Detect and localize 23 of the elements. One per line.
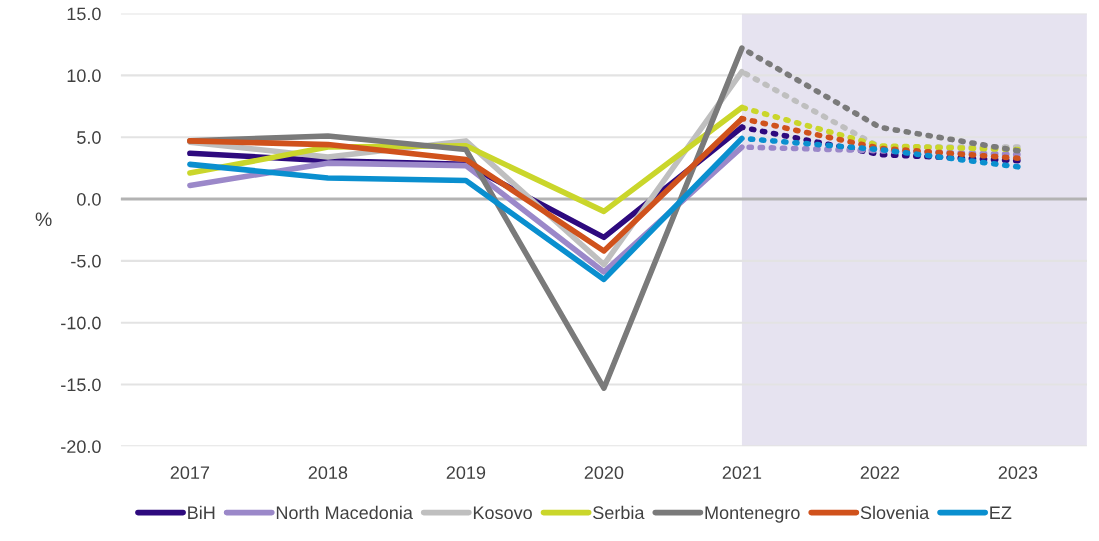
x-tick-label: 2021 xyxy=(722,466,762,480)
legend-label: North Macedonia xyxy=(276,505,413,520)
y-tick-label: 15.0 xyxy=(67,7,101,21)
y-tick-label: -15.0 xyxy=(61,378,101,392)
y-tick-label: 0.0 xyxy=(77,192,101,206)
y-tick-label: 10.0 xyxy=(67,69,101,83)
legend-label: Slovenia xyxy=(860,505,930,520)
legend-label: Montenegro xyxy=(705,506,800,523)
y-tick-label: -20.0 xyxy=(61,440,101,454)
y-tick-label: -5.0 xyxy=(71,254,101,268)
x-tick-label: 2018 xyxy=(308,466,348,480)
y-axis-title: % xyxy=(35,212,52,227)
legend-label: EZ xyxy=(990,506,1012,519)
x-tick-label: 2017 xyxy=(170,466,210,480)
legend-label: Kosovo xyxy=(473,506,532,520)
x-tick-label: 2019 xyxy=(446,466,486,480)
x-tick-label: 2020 xyxy=(584,466,624,480)
y-tick-label: 5.0 xyxy=(77,131,101,144)
legend-label: Serbia xyxy=(593,505,645,520)
legend-label: BiH xyxy=(188,505,215,519)
y-tick-label: -10.0 xyxy=(61,316,101,330)
x-tick-label: 2023 xyxy=(998,466,1038,480)
x-tick-label: 2022 xyxy=(860,466,900,480)
